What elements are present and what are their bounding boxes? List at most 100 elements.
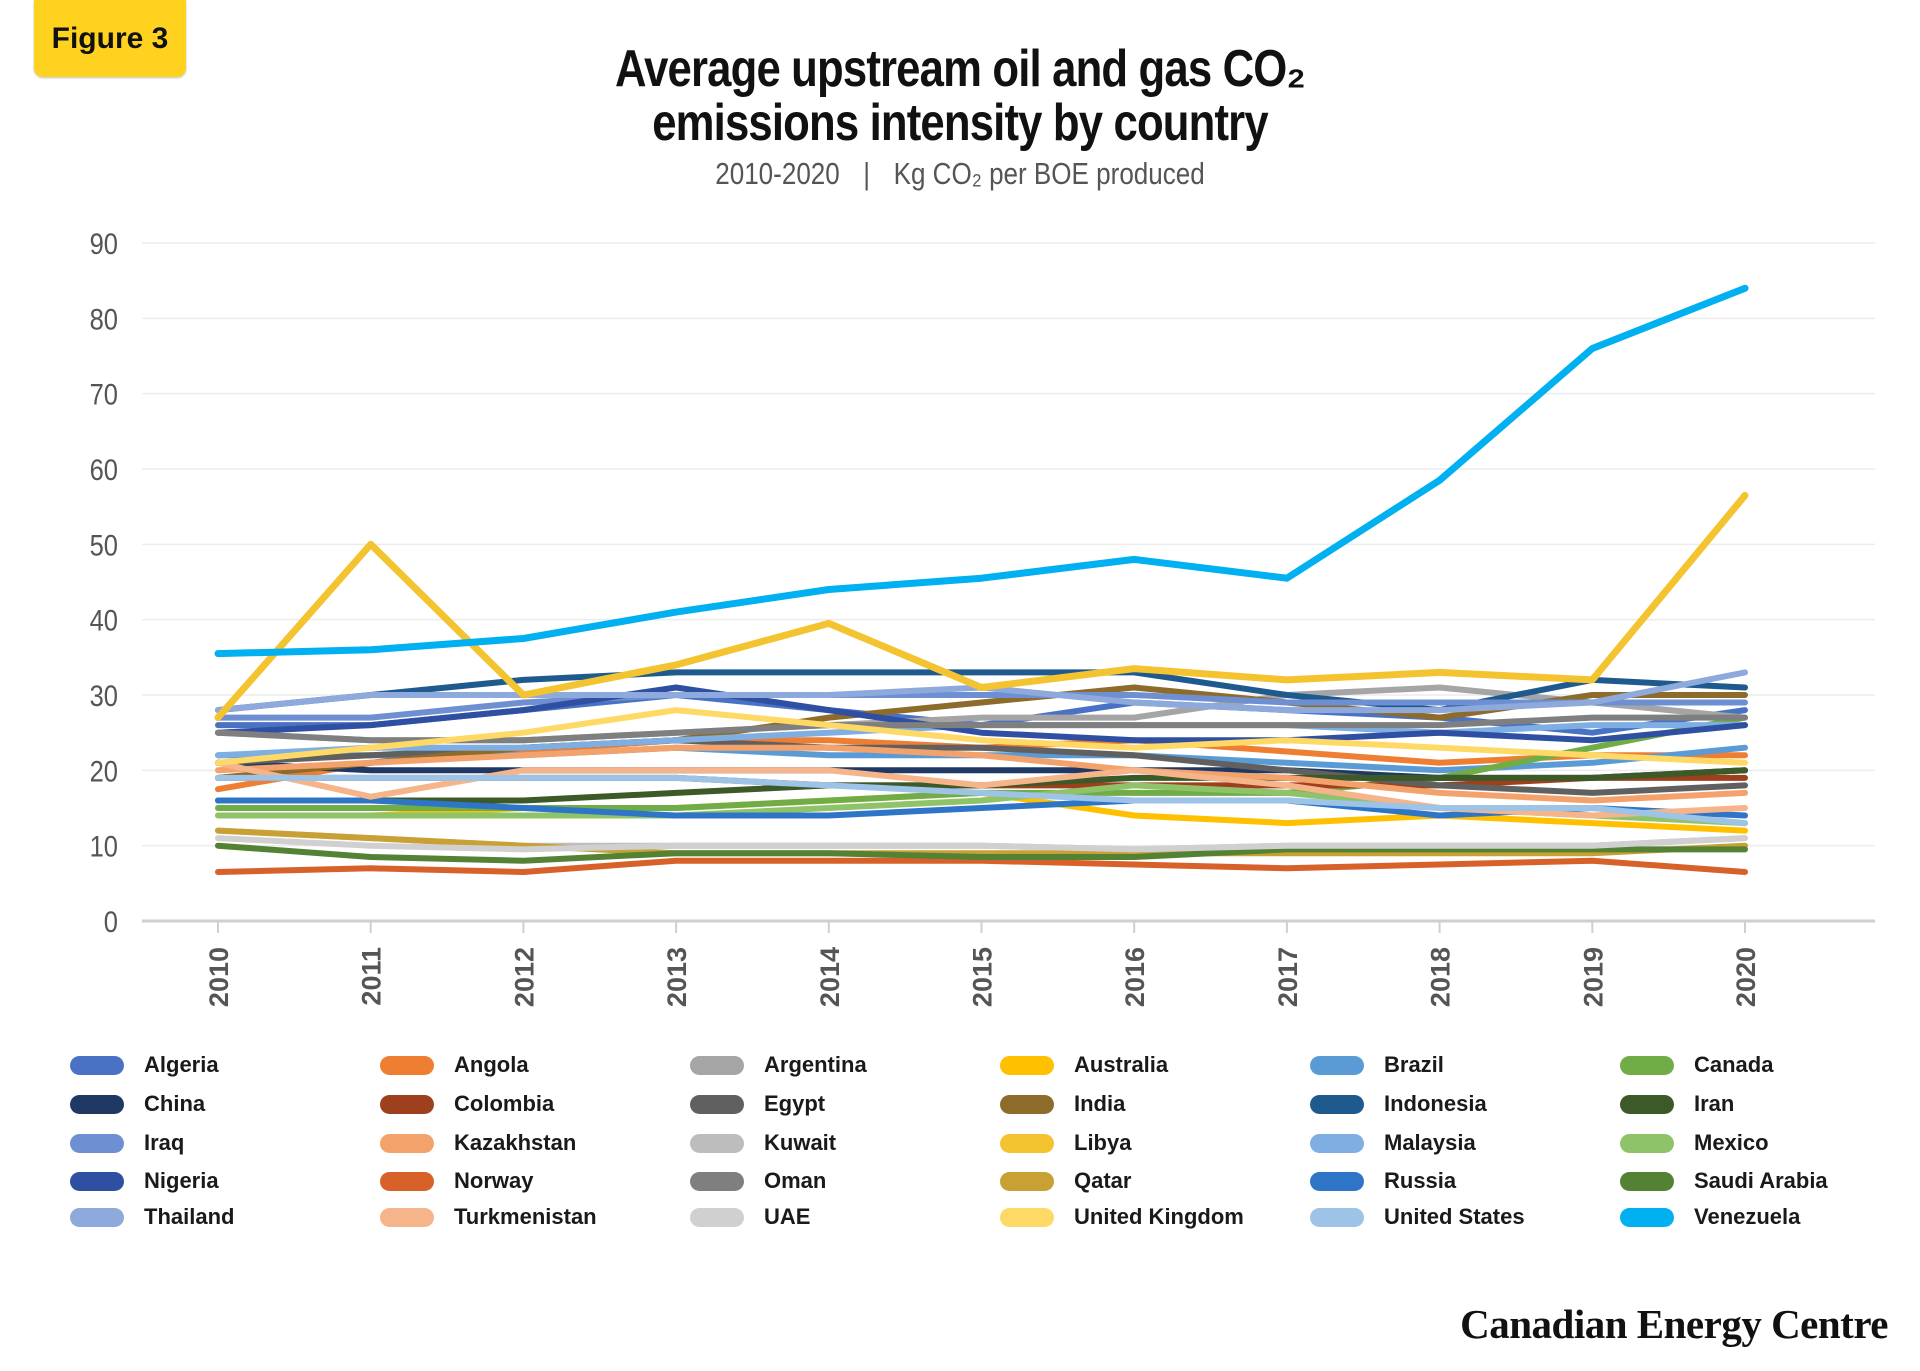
legend-label: United States xyxy=(1384,1204,1525,1229)
legend-label: Kazakhstan xyxy=(454,1130,577,1155)
legend-item-egypt: Egypt xyxy=(690,1089,825,1119)
x-tick-label: 2015 xyxy=(968,947,998,1007)
legend-swatch xyxy=(70,1171,124,1191)
y-tick-label: 40 xyxy=(90,604,118,637)
legend-label: India xyxy=(1074,1091,1126,1116)
legend-label: Thailand xyxy=(144,1204,235,1229)
legend-swatch xyxy=(690,1055,744,1075)
legend-swatch xyxy=(1310,1055,1364,1075)
legend-swatch xyxy=(70,1094,124,1114)
y-tick-label: 50 xyxy=(90,528,118,561)
legend-item-russia: Russia xyxy=(1310,1166,1456,1196)
legend-swatch xyxy=(1000,1171,1054,1191)
y-tick-label: 60 xyxy=(90,453,118,486)
legend-item-turkmenistan: Turkmenistan xyxy=(380,1202,597,1232)
legend-label: Libya xyxy=(1074,1130,1132,1155)
legend-swatch xyxy=(690,1207,744,1227)
x-tick-label: 2014 xyxy=(815,947,845,1007)
legend-label: Venezuela xyxy=(1694,1204,1801,1229)
legend-label: Canada xyxy=(1694,1052,1774,1077)
legend-swatch xyxy=(690,1094,744,1114)
x-tick-label: 2019 xyxy=(1578,947,1608,1007)
series-line-uae xyxy=(215,835,1748,853)
legend-item-saudi-arabia: Saudi Arabia xyxy=(1620,1166,1828,1196)
legend-item-uae: UAE xyxy=(690,1202,810,1232)
series-line-libya xyxy=(214,491,1749,722)
series-line-united-states xyxy=(215,774,1748,827)
legend-item-malaysia: Malaysia xyxy=(1310,1128,1476,1158)
legend-item-iran: Iran xyxy=(1620,1089,1734,1119)
legend-swatch xyxy=(1620,1094,1674,1114)
legend-swatch xyxy=(1620,1133,1674,1153)
x-tick-label: 2020 xyxy=(1731,947,1761,1007)
line-chart: 0 10 20 30 40 50 60 70 80 90 2010 2011 2012 2013 2014 2… xyxy=(90,227,1875,1007)
legend-label: Brazil xyxy=(1384,1052,1444,1077)
legend-swatch xyxy=(690,1171,744,1191)
subtitle-unit: Kg CO₂ per BOE produced xyxy=(893,156,1205,191)
legend-item-canada: Canada xyxy=(1620,1050,1773,1080)
y-tick-label: 90 xyxy=(90,227,118,260)
series-line-qatar xyxy=(215,827,1748,857)
legend-item-argentina: Argentina xyxy=(690,1050,867,1080)
legend-label: Oman xyxy=(764,1168,827,1193)
legend-label: Turkmenistan xyxy=(454,1204,597,1229)
legend-label: United Kingdom xyxy=(1074,1204,1244,1229)
subtitle-years: 2010-2020 xyxy=(715,156,840,191)
series-line-kazakhstan xyxy=(215,744,1748,804)
y-tick-label: 0 xyxy=(104,905,118,938)
x-tick-label: 2016 xyxy=(1120,947,1150,1007)
legend-label: Malaysia xyxy=(1384,1130,1476,1155)
x-tick-label: 2017 xyxy=(1273,947,1303,1007)
legend-swatch xyxy=(70,1133,124,1153)
legend-swatch xyxy=(1620,1055,1674,1075)
legend-swatch xyxy=(1310,1207,1364,1227)
legend-label: Russia xyxy=(1384,1168,1457,1193)
legend-swatch xyxy=(1000,1207,1054,1227)
legend-label: Saudi Arabia xyxy=(1694,1168,1828,1193)
legend-label: Colombia xyxy=(454,1091,555,1116)
x-tick-label: 2018 xyxy=(1426,947,1456,1007)
legend-label: Norway xyxy=(454,1168,534,1193)
chart-subtitle: 2010-2020 | Kg CO₂ per BOE produced xyxy=(154,156,1767,192)
legend-item-libya: Libya xyxy=(1000,1128,1131,1158)
legend-item-nigeria: Nigeria xyxy=(70,1166,219,1196)
legend-swatch xyxy=(1620,1171,1674,1191)
series-line-nigeria xyxy=(215,684,1748,744)
legend-swatch xyxy=(1620,1207,1674,1227)
legend-label: Angola xyxy=(454,1052,529,1077)
chart-title-line-1: Average upstream oil and gas CO₂ xyxy=(614,40,1306,98)
legend-item-angola: Angola xyxy=(380,1050,529,1080)
legend-label: Kuwait xyxy=(764,1130,837,1155)
series-line-norway xyxy=(215,857,1748,875)
legend-item-indonesia: Indonesia xyxy=(1310,1089,1487,1119)
x-tick-label: 2012 xyxy=(509,947,539,1007)
legend-label: UAE xyxy=(764,1204,811,1229)
subtitle-separator: | xyxy=(863,156,871,191)
legend-item-australia: Australia xyxy=(1000,1050,1168,1080)
chart-title-line-2: emissions intensity by country xyxy=(652,94,1268,152)
x-tick-label: 2013 xyxy=(662,947,692,1007)
legend-swatch xyxy=(380,1055,434,1075)
legend-item-venezuela: Venezuela xyxy=(1620,1202,1800,1232)
legend-label: Egypt xyxy=(764,1091,826,1116)
legend-item-kuwait: Kuwait xyxy=(690,1128,836,1158)
y-tick-label: 70 xyxy=(90,378,118,411)
series-line-venezuela xyxy=(214,284,1749,658)
y-tick-label: 30 xyxy=(90,679,118,712)
legend-item-norway: Norway xyxy=(380,1166,533,1196)
legend-label: Iran xyxy=(1694,1091,1735,1116)
legend-swatch xyxy=(1000,1094,1054,1114)
chart-legend: Algeria Angola Argentina Australia Brazil Can… xyxy=(70,1050,1870,1240)
series-line-iraq xyxy=(215,692,1748,721)
legend-item-mexico: Mexico xyxy=(1620,1128,1769,1158)
legend-item-united-kingdom: United Kingdom xyxy=(1000,1202,1244,1232)
legend-swatch xyxy=(380,1094,434,1114)
legend-label: China xyxy=(144,1091,206,1116)
legend-item-china: China xyxy=(70,1089,205,1119)
legend-swatch xyxy=(1000,1133,1054,1153)
x-tick-label: 2011 xyxy=(357,947,387,1006)
legend-swatch xyxy=(690,1133,744,1153)
figure-badge: Figure 3 xyxy=(34,0,186,77)
legend-label: Australia xyxy=(1074,1052,1169,1077)
legend-label: Mexico xyxy=(1694,1130,1769,1155)
